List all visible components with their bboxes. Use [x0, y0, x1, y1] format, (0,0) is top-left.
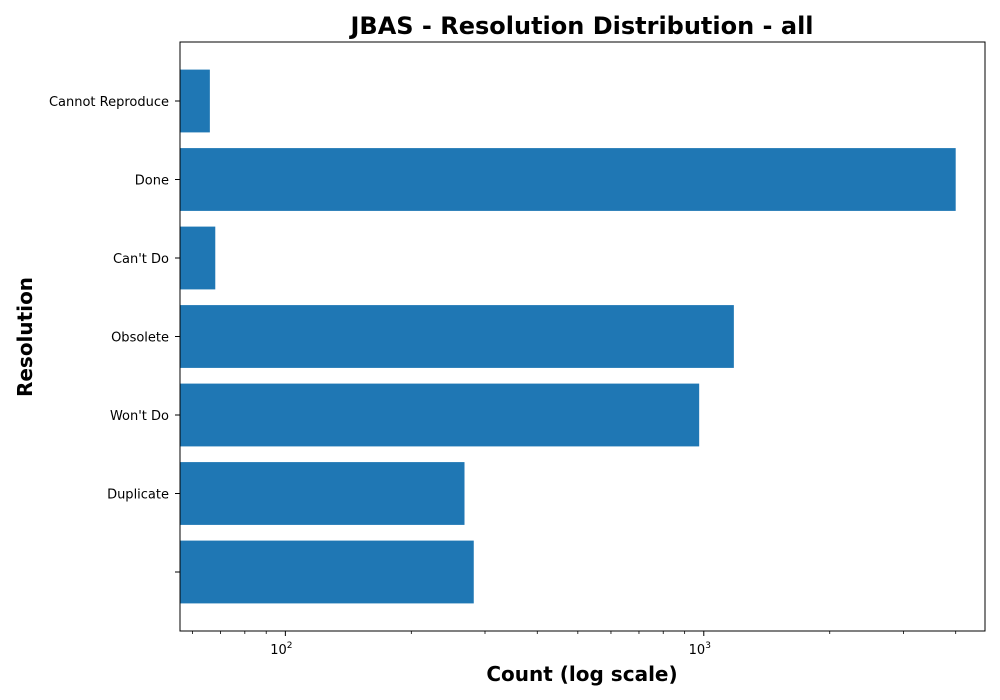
y-tick-label: Can't Do [113, 252, 169, 267]
y-tick-label: Cannot Reproduce [49, 95, 169, 110]
bars-group [180, 69, 956, 604]
y-axis-ticks: Cannot Reproduce Done Can't Do Obsolete Won'… [49, 95, 180, 573]
x-tick-exponent: 2 [287, 641, 293, 651]
x-tick-exponent: 3 [705, 641, 711, 651]
plot-frame [179, 41, 986, 632]
bar [180, 226, 216, 290]
y-tick-label: Obsolete [111, 331, 169, 346]
bar [180, 540, 474, 604]
bar [180, 148, 956, 211]
x-tick-base: 10 [270, 643, 287, 658]
x-tick-label: 103 [689, 641, 711, 658]
bar [180, 69, 210, 133]
bar [180, 462, 465, 525]
chart-title: JBAS - Resolution Distribution - all [348, 12, 813, 40]
x-tick-base: 10 [689, 643, 706, 658]
y-axis-label: Resolution [13, 277, 37, 397]
bar [180, 305, 734, 368]
x-axis-label: Count (log scale) [486, 662, 677, 686]
y-tick-label: Done [135, 174, 169, 189]
bar [180, 383, 700, 447]
y-tick-label: Won't Do [110, 409, 169, 424]
x-tick-label: 102 [270, 641, 292, 658]
x-axis-ticks: 102 103 [192, 631, 957, 658]
y-tick-label: Duplicate [107, 488, 169, 503]
